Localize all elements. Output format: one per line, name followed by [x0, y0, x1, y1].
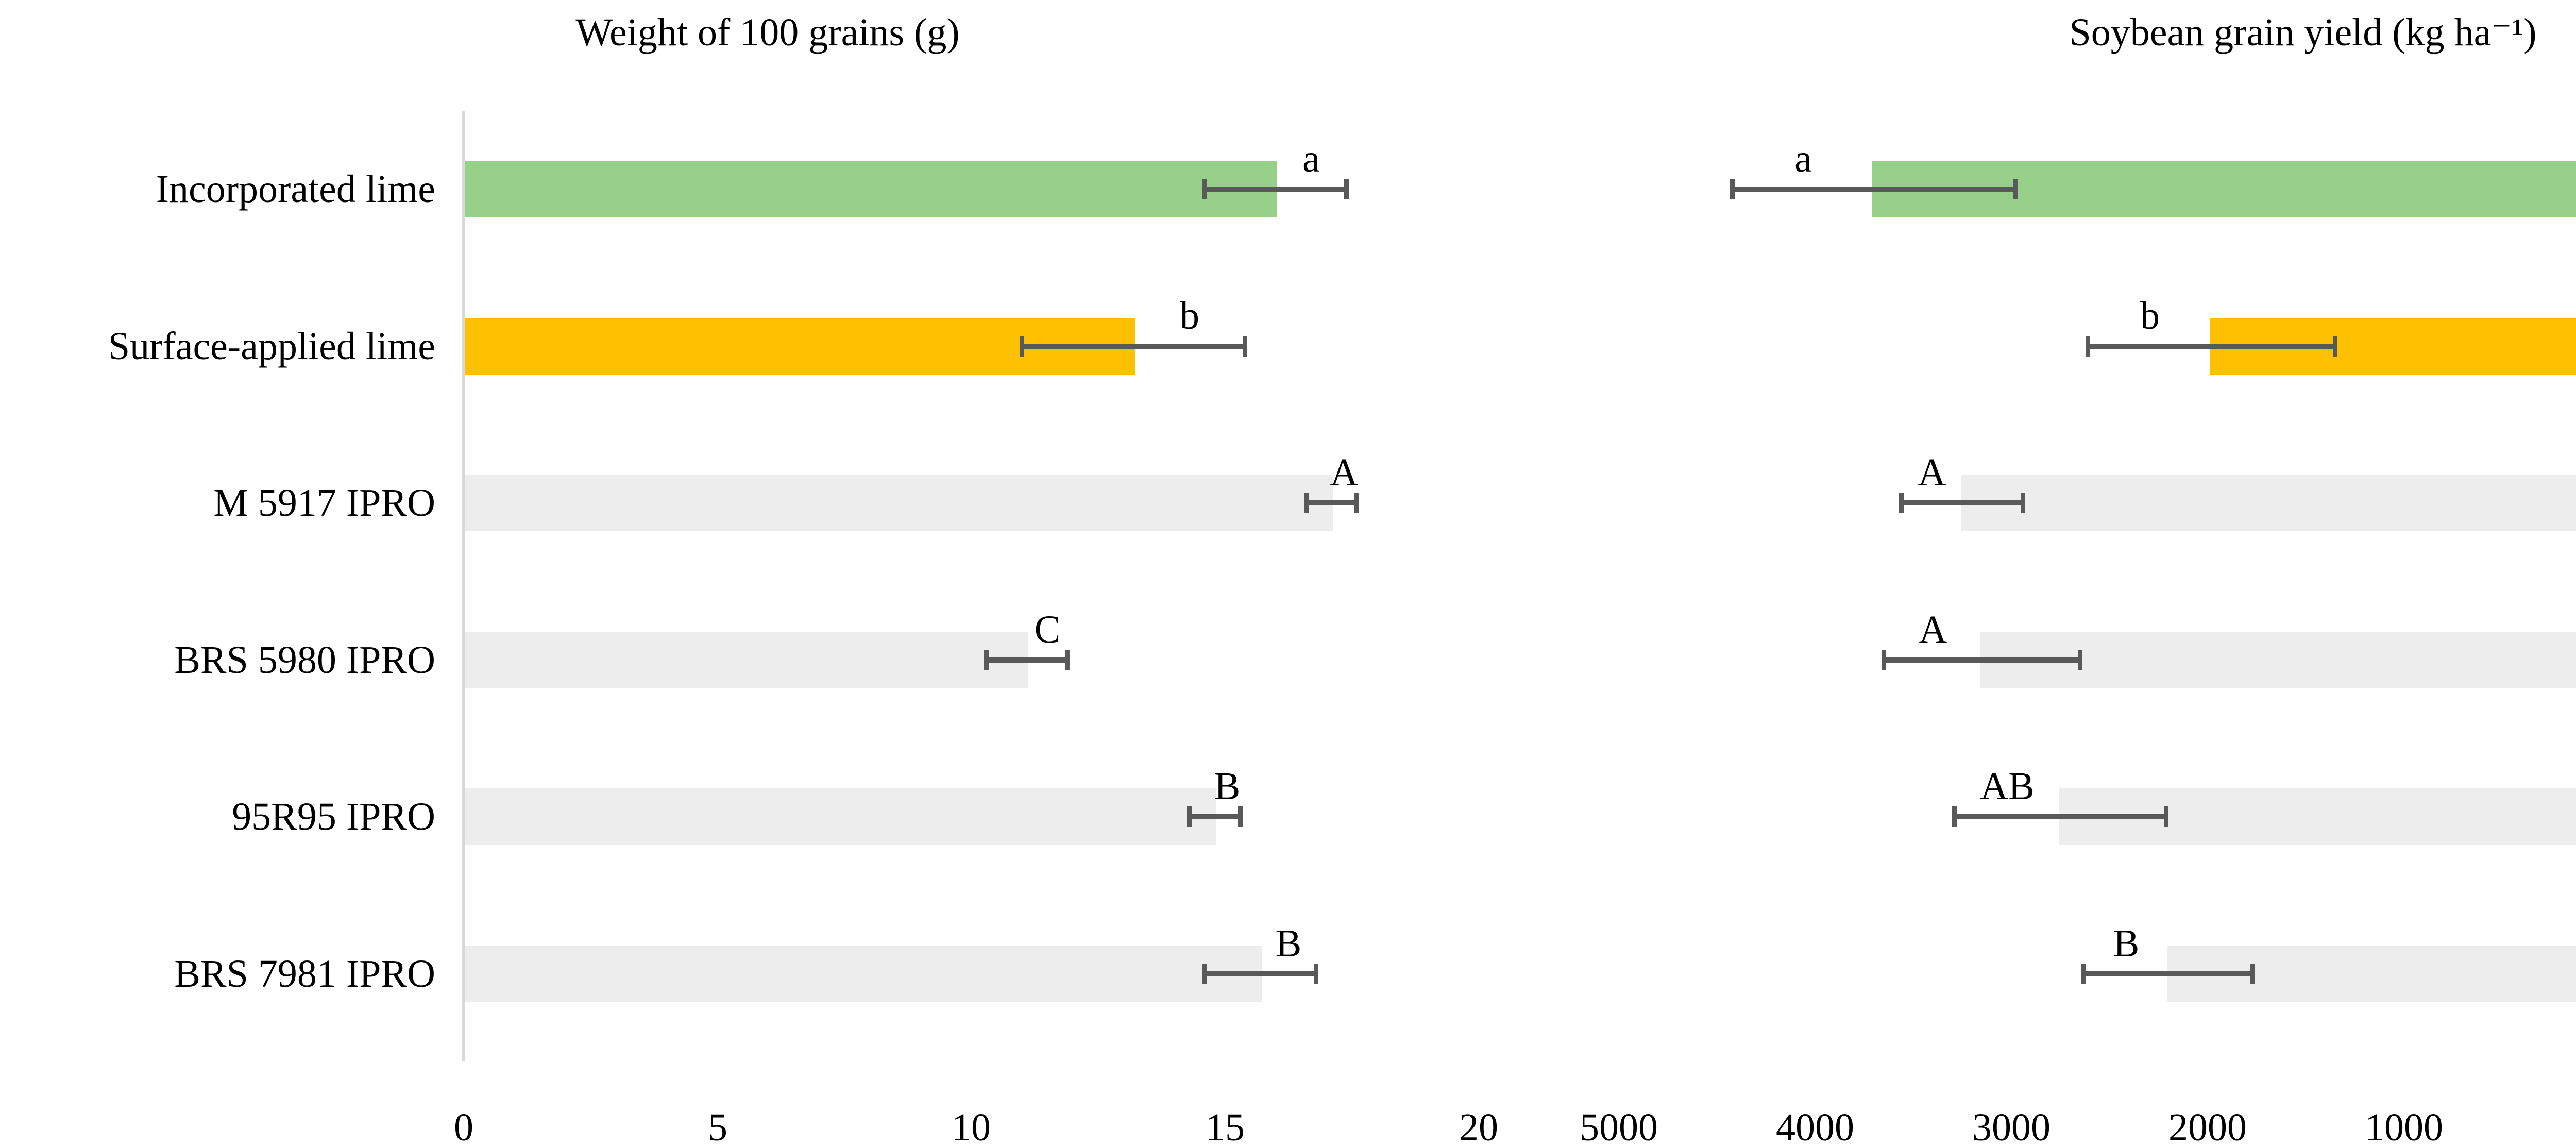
error-bar-cap-inner-yield-incorporated-lime	[1730, 179, 1735, 199]
yield-axis-tick-2000: 2000	[2168, 1106, 2247, 1147]
category-label-weight-incorporated-lime: Incorporated lime	[156, 167, 435, 211]
sig-letter-yield-m-5917-ipro: A	[1918, 451, 1946, 494]
weight-axis-tick-15: 15	[1206, 1106, 1245, 1147]
sig-letter-weight-m-5917-ipro: A	[1330, 451, 1359, 494]
bar-weight-brs-7981-ipro	[465, 946, 1262, 1002]
bar-weight-brs-5980-ipro	[465, 632, 1028, 688]
error-bar-yield-surface-applied-lime	[2088, 344, 2335, 349]
sig-letter-yield-brs-7981-ipro: B	[2113, 922, 2140, 965]
error-bar-cap-inner-weight-m-5917-ipro	[1304, 493, 1309, 513]
error-bar-yield-brs-5980-ipro	[1884, 657, 2080, 663]
sig-letter-weight-incorporated-lime: a	[1302, 137, 1320, 180]
sig-letter-yield-incorporated-lime: a	[1794, 137, 1812, 180]
error-bar-yield-brs-7981-ipro	[2084, 971, 2253, 976]
error-bar-cap-inner-yield-m-5917-ipro	[1899, 493, 1904, 513]
left-chart-title: Weight of 100 grains (g)	[575, 11, 960, 54]
error-bar-cap-outer-yield-m-5917-ipro	[2021, 493, 2025, 513]
error-bar-cap-outer-weight-surface-applied-lime	[1243, 336, 1247, 357]
category-label-weight-95r95-ipro: 95R95 IPRO	[232, 795, 435, 838]
error-bar-cap-outer-yield-incorporated-lime	[2013, 179, 2018, 199]
weight-axis-tick-0: 0	[454, 1106, 473, 1147]
error-bar-cap-inner-yield-brs-7981-ipro	[2081, 964, 2086, 984]
category-label-weight-surface-applied-lime: Surface-applied lime	[108, 325, 435, 368]
weight-axis-line	[462, 111, 465, 1061]
bar-weight-95r95-ipro	[465, 788, 1216, 845]
error-bar-cap-outer-weight-95r95-ipro	[1238, 806, 1243, 827]
error-bar-cap-inner-weight-brs-7981-ipro	[1202, 964, 1207, 984]
error-bar-cap-inner-weight-brs-5980-ipro	[984, 650, 989, 670]
error-bar-cap-outer-yield-surface-applied-lime	[2333, 336, 2337, 357]
error-bar-cap-inner-weight-surface-applied-lime	[1020, 336, 1024, 357]
error-bar-cap-inner-yield-95r95-ipro	[1952, 806, 1957, 827]
error-bar-weight-brs-7981-ipro	[1205, 971, 1316, 976]
weight-axis-tick-10: 10	[952, 1106, 991, 1147]
weight-axis-tick-20: 20	[1459, 1106, 1498, 1147]
error-bar-yield-95r95-ipro	[1955, 814, 2166, 819]
error-bar-cap-inner-yield-surface-applied-lime	[2086, 336, 2090, 357]
weight-axis-tick-5: 5	[708, 1106, 727, 1147]
error-bar-cap-inner-weight-95r95-ipro	[1187, 806, 1192, 827]
error-bar-weight-brs-5980-ipro	[987, 657, 1068, 663]
category-label-weight-brs-5980-ipro: BRS 5980 IPRO	[174, 638, 435, 682]
error-bar-weight-m-5917-ipro	[1306, 500, 1357, 505]
error-bar-yield-m-5917-ipro	[1902, 500, 2023, 505]
bar-yield-m-5917-ipro	[1961, 475, 2576, 531]
error-bar-cap-outer-weight-m-5917-ipro	[1354, 493, 1359, 513]
error-bar-cap-outer-weight-incorporated-lime	[1344, 179, 1349, 199]
sig-letter-yield-brs-5980-ipro: A	[1919, 608, 1947, 651]
sig-letter-weight-surface-applied-lime: b	[1180, 294, 1199, 338]
sig-letter-yield-surface-applied-lime: b	[2140, 294, 2160, 338]
error-bar-weight-incorporated-lime	[1205, 187, 1347, 192]
bar-weight-m-5917-ipro	[465, 475, 1333, 531]
category-label-weight-m-5917-ipro: M 5917 IPRO	[213, 481, 435, 525]
yield-axis-tick-5000: 5000	[1580, 1106, 1658, 1147]
sig-letter-yield-95r95-ipro: AB	[1980, 765, 2035, 808]
yield-axis-tick-1000: 1000	[2365, 1106, 2443, 1147]
error-bar-cap-outer-yield-brs-5980-ipro	[2078, 650, 2082, 670]
error-bar-cap-outer-yield-95r95-ipro	[2164, 806, 2168, 827]
error-bar-cap-outer-yield-brs-7981-ipro	[2250, 964, 2255, 984]
yield-axis-tick-4000: 4000	[1776, 1106, 1854, 1147]
sig-letter-weight-brs-5980-ipro: C	[1034, 608, 1061, 651]
error-bar-weight-surface-applied-lime	[1022, 344, 1245, 349]
sig-letter-weight-brs-7981-ipro: B	[1275, 922, 1302, 965]
sig-letter-weight-95r95-ipro: B	[1214, 765, 1241, 808]
error-bar-cap-outer-weight-brs-7981-ipro	[1314, 964, 1318, 984]
error-bar-cap-inner-weight-incorporated-lime	[1202, 179, 1207, 199]
yield-axis-tick-3000: 3000	[1972, 1106, 2050, 1147]
right-chart-title: Soybean grain yield (kg ha⁻¹)	[2069, 11, 2537, 54]
bar-weight-incorporated-lime	[465, 161, 1277, 217]
error-bar-cap-outer-weight-brs-5980-ipro	[1065, 650, 1070, 670]
category-label-weight-brs-7981-ipro: BRS 7981 IPRO	[174, 952, 435, 996]
error-bar-yield-incorporated-lime	[1733, 187, 2015, 192]
error-bar-cap-inner-yield-brs-5980-ipro	[1882, 650, 1886, 670]
error-bar-weight-95r95-ipro	[1190, 814, 1241, 819]
